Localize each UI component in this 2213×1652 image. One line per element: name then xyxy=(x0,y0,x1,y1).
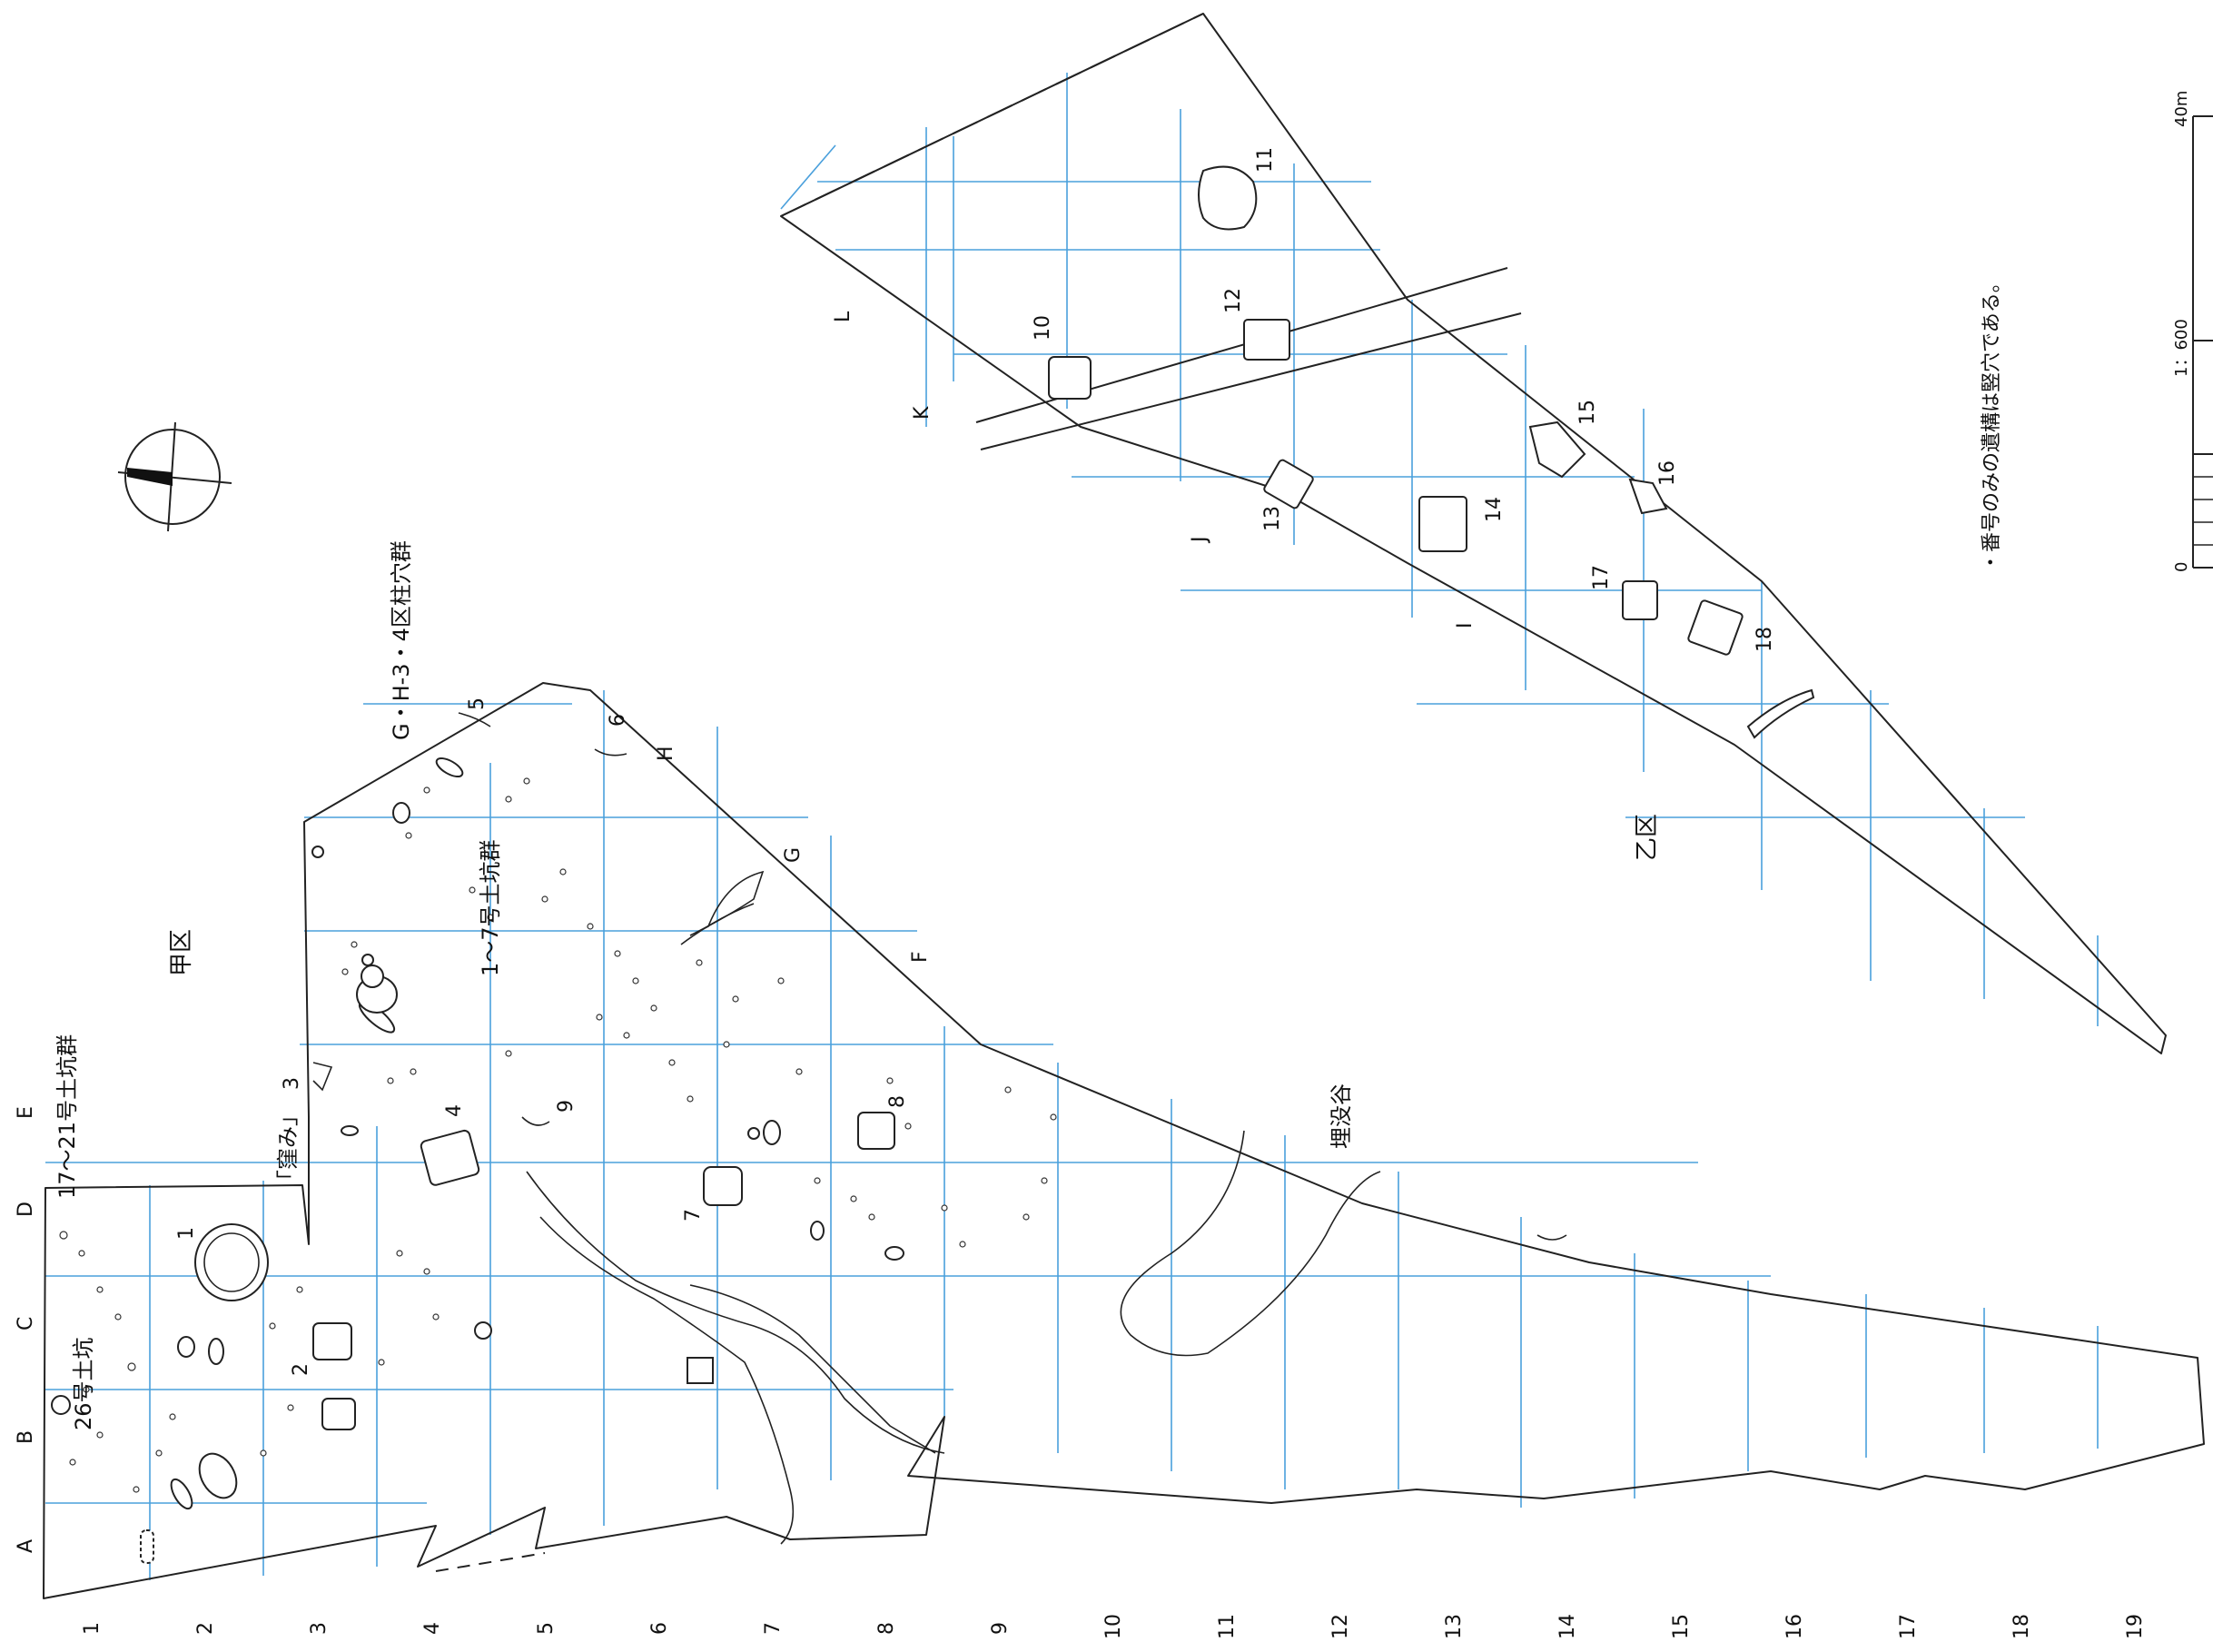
feature-number-13: 13 xyxy=(1261,506,1284,531)
feature-number-6: 6 xyxy=(607,714,629,727)
zone-label-kou: 甲区 xyxy=(168,929,195,976)
grid-number-8: 8 xyxy=(875,1622,898,1635)
buried-valley-channel xyxy=(526,1171,945,1454)
zone-label-otsu: 乙区 xyxy=(1634,814,1661,861)
valley-edge-g2 xyxy=(680,903,755,945)
pits-otsu xyxy=(1048,165,1815,1241)
pit-1 xyxy=(194,1223,269,1301)
pit-8 xyxy=(857,1112,895,1150)
grid-letter-i: I xyxy=(1454,623,1477,629)
kou-area-outline xyxy=(43,682,2205,1599)
grid-letter-g: G xyxy=(782,847,805,863)
pit-17 xyxy=(1622,580,1658,620)
grid-number-11: 11 xyxy=(1216,1614,1239,1639)
feature-number-14: 14 xyxy=(1483,497,1506,522)
grid-number-6: 6 xyxy=(648,1622,671,1635)
pit-2b xyxy=(321,1398,356,1430)
annotation-buried-valley: 埋没谷 xyxy=(1329,1083,1354,1149)
feature-number-11: 11 xyxy=(1254,147,1277,173)
feature-number-9: 9 xyxy=(555,1100,578,1113)
grid-number-16: 16 xyxy=(1783,1614,1806,1639)
grid-number-4: 4 xyxy=(421,1622,444,1635)
annotation-depression: 「窪み」 xyxy=(275,1104,301,1192)
feature-number-16: 16 xyxy=(1656,460,1679,486)
annotation-postholes: G・H-3・4区柱穴群 xyxy=(389,540,414,740)
grid-number-9: 9 xyxy=(989,1622,1012,1635)
feature-number-17: 17 xyxy=(1590,565,1613,590)
pit-14 xyxy=(1418,496,1467,552)
annotation-pit-26: 26号土坑 xyxy=(71,1337,96,1430)
buried-valley-channel-inner xyxy=(689,1284,936,1454)
grid-number-19: 19 xyxy=(2124,1614,2147,1639)
pit-11 xyxy=(1198,165,1258,231)
ditch-18 xyxy=(1746,688,1815,739)
pit-12 xyxy=(1243,319,1290,361)
grid-number-5: 5 xyxy=(535,1622,558,1635)
pit-5 xyxy=(458,712,491,727)
grid-letter-c: C xyxy=(15,1317,37,1331)
grid-number-1: 1 xyxy=(81,1622,104,1635)
grid-letter-k: K xyxy=(911,406,934,420)
grid-letter-j: J xyxy=(1189,537,1211,545)
feature-number-3: 3 xyxy=(281,1077,303,1090)
feature-number-10: 10 xyxy=(1032,315,1054,341)
grid-letter-b: B xyxy=(15,1430,37,1444)
grid-letter-e: E xyxy=(15,1106,37,1119)
feature-number-7: 7 xyxy=(682,1209,705,1222)
grid-number-2: 2 xyxy=(194,1622,217,1635)
grid-number-12: 12 xyxy=(1329,1614,1352,1639)
grid-number-3: 3 xyxy=(308,1622,331,1635)
pit-13 xyxy=(1263,459,1314,509)
otsu-area-outline xyxy=(780,13,2167,1054)
survey-grid-kou xyxy=(45,690,2099,1580)
grid-number-14: 14 xyxy=(1556,1614,1579,1639)
buried-valley-lobe xyxy=(1120,1130,1381,1357)
grid-letter-d: D xyxy=(15,1202,37,1217)
feature-number-5: 5 xyxy=(466,697,489,710)
scale-zero: 0 xyxy=(2172,562,2191,572)
postholes xyxy=(59,777,1057,1493)
grid-number-13: 13 xyxy=(1443,1614,1466,1639)
grid-number-17: 17 xyxy=(1897,1614,1920,1639)
pit-18 xyxy=(1687,599,1744,656)
pit-10 xyxy=(1048,356,1092,400)
annotation-pit-17-21: 17～21号土坑群 xyxy=(54,1034,80,1199)
pit-oval-a xyxy=(198,1452,238,1499)
annotation-note: ・番号のみの遺構は竪穴である。 xyxy=(1981,272,2003,572)
pit-4 xyxy=(420,1129,480,1186)
pit-3 xyxy=(312,1062,333,1092)
pit-16 xyxy=(1628,478,1668,515)
pits-kou xyxy=(51,712,904,1564)
annotation-pit-1-7: 1～7号土坑群 xyxy=(478,839,503,976)
pit-7 xyxy=(703,1166,743,1206)
feature-number-4: 4 xyxy=(443,1104,466,1117)
grid-letter-f: F xyxy=(909,951,932,963)
scale-bar xyxy=(2192,115,2213,569)
feature-number-18: 18 xyxy=(1754,627,1776,652)
pit-15 xyxy=(1528,420,1586,479)
feature-number-2: 2 xyxy=(290,1363,312,1376)
small-square-feature xyxy=(687,1357,714,1384)
feature-number-1: 1 xyxy=(175,1227,198,1240)
pit-9 xyxy=(521,1116,550,1126)
scale-max: 40m xyxy=(2172,91,2191,127)
grid-number-7: 7 xyxy=(762,1622,785,1635)
buried-valley-channel-edge xyxy=(539,1216,795,1545)
grid-letter-l: L xyxy=(832,311,855,322)
north-arrow-icon xyxy=(117,421,232,532)
grid-number-10: 10 xyxy=(1102,1614,1125,1639)
grid-number-15: 15 xyxy=(1670,1614,1693,1639)
grid-letter-a: A xyxy=(15,1539,37,1553)
feature-number-8: 8 xyxy=(886,1095,909,1108)
scale-ratio: 1：600 xyxy=(2172,319,2191,377)
pit-6 xyxy=(594,748,627,757)
pit-2 xyxy=(312,1322,352,1360)
grid-number-18: 18 xyxy=(2010,1614,2033,1639)
feature-number-12: 12 xyxy=(1222,288,1245,313)
grid-letter-h: H xyxy=(655,746,677,761)
feature-number-15: 15 xyxy=(1576,400,1599,425)
